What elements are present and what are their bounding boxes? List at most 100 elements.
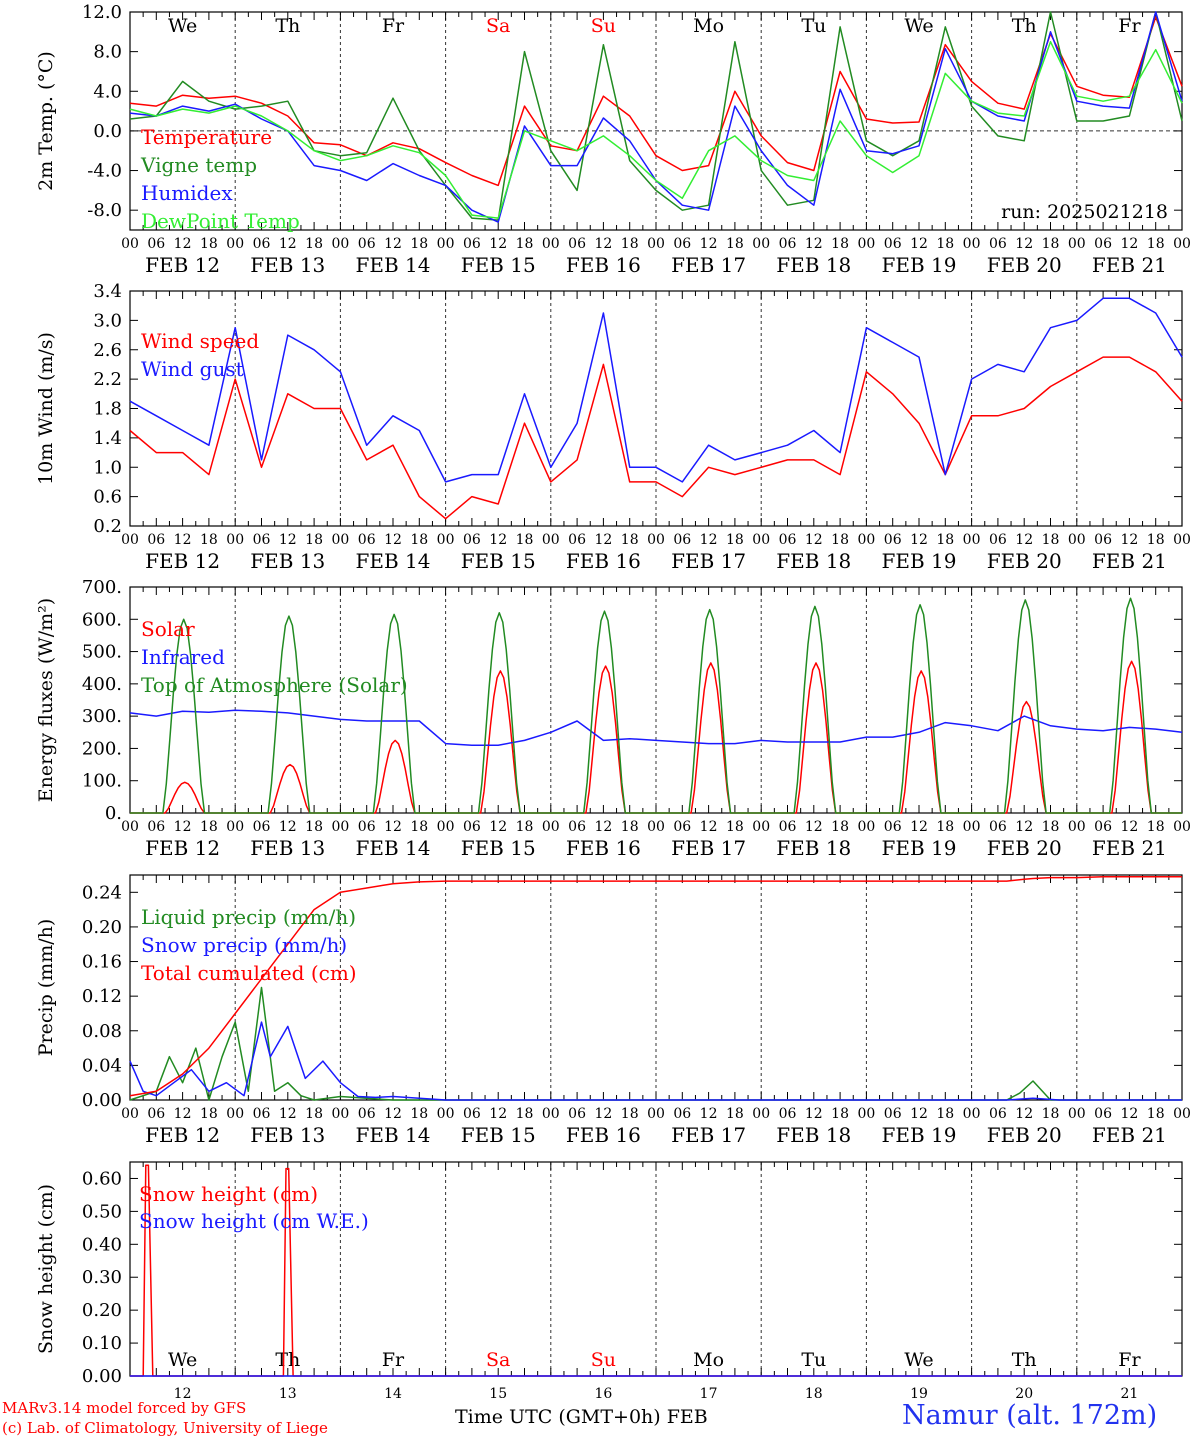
- day-of-week-label: Th: [275, 1349, 300, 1371]
- energy-hour-tick-label: 06: [568, 819, 586, 835]
- temp-hour-tick-label: 18: [200, 236, 218, 252]
- energy-hour-tick-label: 12: [594, 819, 612, 835]
- temp-date-label: FEB 14: [356, 253, 431, 277]
- precip-hour-tick-label: 00: [121, 1106, 139, 1122]
- day-of-week-label: We: [904, 1349, 933, 1371]
- temp-date-label: FEB 13: [250, 253, 325, 277]
- wind-hour-tick-label: 12: [594, 532, 612, 548]
- credit-line-1: MARv3.14 model forced by GFS: [2, 1399, 247, 1417]
- temp-hour-tick-label: 12: [174, 236, 192, 252]
- temp-hour-tick-label: 18: [410, 236, 428, 252]
- precip-hour-tick-label: 00: [857, 1106, 875, 1122]
- energy-hour-tick-label: 18: [726, 819, 744, 835]
- temp-hour-tick-label: 18: [831, 236, 849, 252]
- precip-y-tick-label: 0.00: [82, 1090, 122, 1111]
- energy-hour-tick-label: 12: [910, 819, 928, 835]
- month-label: FEB: [666, 1406, 708, 1428]
- x-axis-label-text: Time UTC (GMT+0h): [455, 1406, 661, 1428]
- temp-hour-tick-label: 18: [936, 236, 954, 252]
- precip-hour-tick-label: 12: [910, 1106, 928, 1122]
- energy-hour-tick-label: 12: [174, 819, 192, 835]
- day-number-label: 19: [910, 1386, 928, 1402]
- snow-y-tick-label: 0.00: [82, 1366, 122, 1387]
- energy-hour-tick-label: 06: [779, 819, 797, 835]
- energy-hour-tick-label: 12: [700, 819, 718, 835]
- temp-series-vigne-temp: [129, 11, 1183, 221]
- precip-hour-tick-label: 00: [963, 1106, 981, 1122]
- wind-date-label: FEB 14: [356, 549, 431, 573]
- day-of-week-label: Fr: [1118, 1349, 1141, 1371]
- wind-hour-tick-label: 18: [1042, 532, 1060, 548]
- precip-y-tick-label: 0.08: [82, 1021, 122, 1042]
- snow-y-tick-label: 0.20: [82, 1300, 122, 1321]
- temp-hour-tick-label: 00: [437, 236, 455, 252]
- energy-hour-tick-label: 00: [857, 819, 875, 835]
- energy-date-label: FEB 17: [671, 836, 746, 860]
- energy-hour-tick-label: 00: [752, 819, 770, 835]
- day-of-week-label: Th: [275, 15, 300, 37]
- energy-hour-tick-label: 18: [1147, 819, 1165, 835]
- wind-hour-tick-label: 06: [1094, 532, 1112, 548]
- precip-hour-tick-label: 12: [384, 1106, 402, 1122]
- energy-hour-tick-label: 06: [253, 819, 271, 835]
- energy-y-tick-label: 0.: [105, 803, 122, 824]
- wind-hour-tick-label: 06: [568, 532, 586, 548]
- precip-hour-tick-label: 12: [489, 1106, 507, 1122]
- energy-hour-tick-label: 00: [226, 819, 244, 835]
- precip-hour-tick-label: 00: [437, 1106, 455, 1122]
- wind-y-tick-label: 1.8: [93, 399, 122, 420]
- wind-hour-tick-label: 00: [331, 532, 349, 548]
- precip-date-label: FEB 12: [145, 1123, 220, 1147]
- day-number-label: 17: [700, 1386, 718, 1402]
- precip-hour-tick-label: 18: [410, 1106, 428, 1122]
- temp-hour-tick-label: 18: [516, 236, 534, 252]
- wind-hour-tick-label: 12: [174, 532, 192, 548]
- precip-hour-tick-label: 06: [673, 1106, 691, 1122]
- day-of-week-label: We: [168, 15, 197, 37]
- energy-hour-tick-label: 12: [384, 819, 402, 835]
- energy-date-label: FEB 16: [566, 836, 641, 860]
- energy-legend-entry: Solar: [141, 617, 195, 641]
- energy-legend-entry: Top of Atmosphere (Solar): [141, 673, 408, 697]
- temp-hour-tick-label: 00: [752, 236, 770, 252]
- temp-hour-tick-label: 06: [463, 236, 481, 252]
- precip-series-total-cumulated-cm: [129, 875, 1182, 1097]
- precip-hour-tick-label: 00: [1068, 1106, 1086, 1122]
- day-of-week-label: We: [168, 1349, 197, 1371]
- snow-y-axis-label: Snow height (cm): [35, 1184, 57, 1354]
- wind-date-label: FEB 20: [987, 549, 1062, 573]
- energy-hour-tick-label: 06: [358, 819, 376, 835]
- precip-hour-tick-label: 12: [174, 1106, 192, 1122]
- temp-date-label: FEB 18: [776, 253, 851, 277]
- day-of-week-label: Mo: [693, 15, 724, 37]
- wind-y-tick-label: 2.6: [93, 340, 122, 361]
- energy-hour-tick-label: 06: [1094, 819, 1112, 835]
- wind-date-label: FEB 12: [145, 549, 220, 573]
- energy-hour-tick-label: 06: [989, 819, 1007, 835]
- wind-hour-tick-label: 00: [963, 532, 981, 548]
- day-of-week-label: Su: [591, 15, 616, 37]
- temp-hour-tick-label: 06: [1094, 236, 1112, 252]
- wind-hour-tick-label: 18: [726, 532, 744, 548]
- precip-hour-tick-label: 06: [463, 1106, 481, 1122]
- energy-hour-tick-label: 06: [884, 819, 902, 835]
- day-of-week-label: We: [904, 15, 933, 37]
- wind-hour-tick-label: 06: [358, 532, 376, 548]
- day-of-week-label: Mo: [693, 1349, 724, 1371]
- run-label: run: 2025021218: [1001, 201, 1168, 223]
- energy-hour-tick-label: 12: [805, 819, 823, 835]
- day-number-label: 18: [805, 1386, 823, 1402]
- precip-hour-tick-label: 18: [831, 1106, 849, 1122]
- precip-hour-tick-label: 00: [752, 1106, 770, 1122]
- wind-hour-tick-label: 18: [200, 532, 218, 548]
- temp-hour-tick-label: 12: [910, 236, 928, 252]
- temp-hour-tick-label: 12: [700, 236, 718, 252]
- snow-y-tick-label: 0.40: [82, 1234, 122, 1255]
- temp-hour-tick-label: 00: [331, 236, 349, 252]
- precip-hour-tick-label: 00: [226, 1106, 244, 1122]
- wind-date-label: FEB 19: [882, 549, 957, 573]
- temp-hour-tick-label: 06: [779, 236, 797, 252]
- temp-hour-tick-label: 06: [673, 236, 691, 252]
- energy-hour-tick-label: 18: [305, 819, 323, 835]
- wind-hour-tick-label: 06: [989, 532, 1007, 548]
